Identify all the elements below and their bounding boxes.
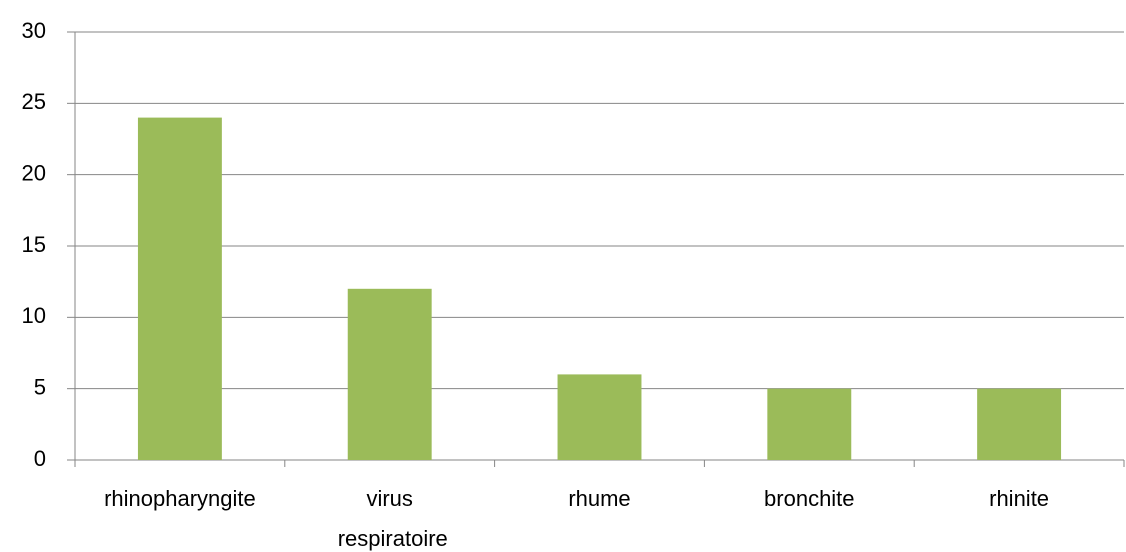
bar <box>347 288 432 460</box>
bar <box>557 374 642 460</box>
x-tick-label: virus respiratoire <box>332 486 448 551</box>
y-tick-label: 0 <box>34 446 46 471</box>
x-tick-label: bronchite <box>764 486 855 511</box>
y-tick-label: 20 <box>22 160 46 185</box>
x-tick-label: rhinopharyngite <box>104 486 256 511</box>
y-tick-label: 10 <box>22 303 46 328</box>
y-tick-label: 30 <box>22 18 46 43</box>
y-tick-label: 15 <box>22 232 46 257</box>
y-tick-label: 5 <box>34 374 46 399</box>
bar <box>137 117 222 460</box>
x-tick-label: rhume <box>568 486 630 511</box>
bar <box>767 388 852 460</box>
bar <box>977 388 1062 460</box>
y-tick-label: 25 <box>22 89 46 114</box>
x-tick-label: rhinite <box>989 486 1049 511</box>
